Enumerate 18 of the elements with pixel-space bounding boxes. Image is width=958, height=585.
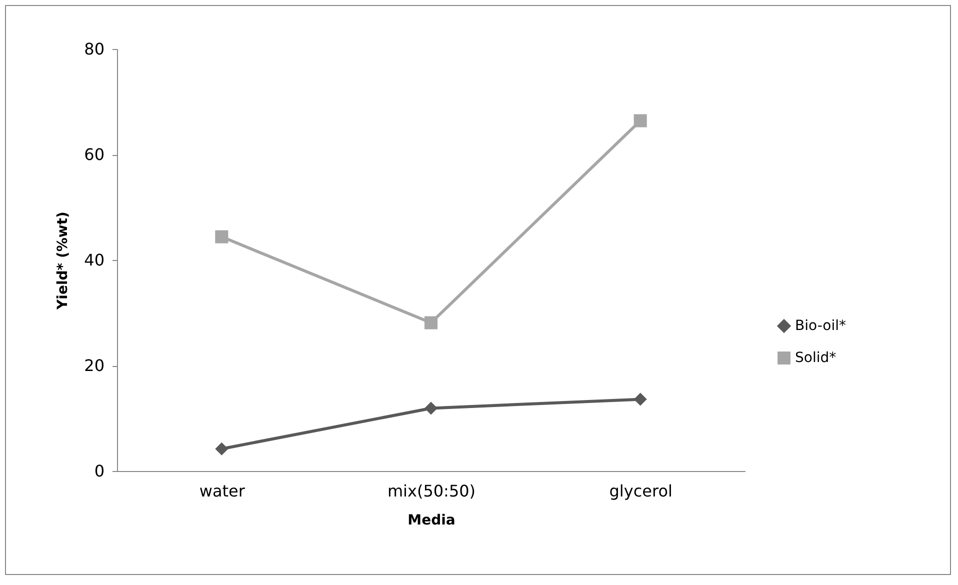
y-tick-label: 80 (84, 40, 104, 58)
point (634, 392, 647, 406)
x-tick-label: glycerol (609, 482, 672, 500)
point (424, 402, 438, 415)
x-tick-label: mix(50:50) (387, 482, 476, 500)
y-axis-title: Yield* (%wt) (55, 212, 72, 310)
x-tick-label: water (199, 482, 246, 500)
legend-label: Bio-oil* (795, 318, 846, 334)
y-tick-label: 20 (84, 356, 104, 375)
y-tick-label: 0 (94, 462, 104, 480)
y-tick-label: 60 (84, 145, 104, 164)
x-axis-title: Media (408, 512, 456, 528)
point (215, 230, 228, 244)
y-tick-label: 40 (84, 250, 104, 270)
point (215, 442, 228, 456)
point (424, 316, 438, 330)
legend-label: Solid* (795, 350, 836, 366)
point (634, 114, 647, 128)
